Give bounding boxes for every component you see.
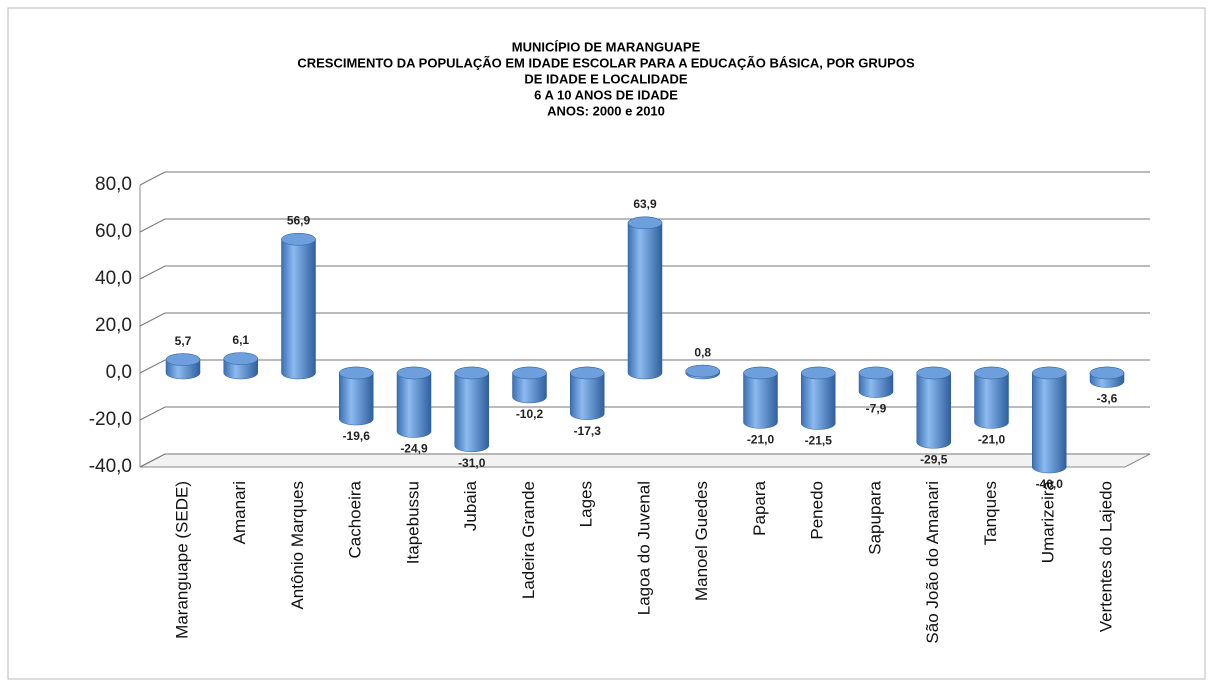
- y-tick-label: -40,0: [89, 456, 132, 477]
- value-label: 0,8: [694, 345, 711, 359]
- x-tick-label: Sapupara: [865, 480, 884, 554]
- bar-cap: [1089, 366, 1125, 380]
- grid-line: [139, 171, 1150, 186]
- value-label: -7,9: [866, 402, 887, 416]
- value-label: 63,9: [633, 197, 657, 211]
- value-label: -17,3: [574, 424, 602, 438]
- value-label: 6,1: [232, 333, 249, 347]
- y-tick-label: 40,0: [95, 268, 132, 289]
- value-label: 5,7: [175, 334, 192, 348]
- bar-cap: [454, 366, 489, 380]
- x-tick-label: Papara: [750, 480, 769, 535]
- x-tick-label: Manoel Guedes: [692, 481, 711, 601]
- value-label: -24,9: [400, 442, 428, 456]
- value-label: -31,0: [458, 456, 486, 470]
- value-label: -29,5: [920, 452, 948, 466]
- bar-cap: [165, 353, 201, 366]
- y-tick-label: 80,0: [95, 174, 132, 195]
- bar-cap: [858, 366, 894, 380]
- bar-cap: [396, 366, 432, 380]
- bar-cap: [801, 366, 836, 380]
- grid-line: [139, 453, 1150, 468]
- value-label: -10,2: [516, 407, 544, 421]
- x-tick-label: Antônio Marques: [288, 481, 307, 610]
- bar: [1032, 366, 1067, 474]
- bar-cap: [743, 366, 778, 380]
- value-label: -3,6: [1097, 392, 1118, 406]
- x-tick-label: Umarizeira: [1039, 480, 1058, 563]
- grid-line: [139, 265, 1150, 280]
- bar-cap: [916, 366, 951, 380]
- value-label: -21,0: [747, 433, 775, 447]
- frame: [7, 7, 1206, 680]
- bar-cap: [223, 352, 258, 365]
- x-tick-label: Maranguape (SEDE): [172, 481, 191, 639]
- bar-cap: [974, 366, 1009, 380]
- x-tick-label: São João do Amanari: [923, 481, 942, 644]
- y-tick-label: 20,0: [95, 315, 132, 336]
- bar-cap: [339, 366, 374, 380]
- value-label: -40,0: [1036, 477, 1064, 491]
- y-tick-label: -20,0: [89, 409, 132, 430]
- bar: [454, 366, 489, 453]
- chart-title: CRESCIMENTO DA POPULAÇÃO EM IDADE ESCOLA…: [297, 55, 915, 70]
- x-tick-label: Lages: [577, 481, 596, 527]
- bar-cap: [627, 216, 663, 230]
- x-tick-label: Vertentes do Lajedo: [1096, 481, 1115, 632]
- bar-cap: [570, 366, 605, 380]
- value-label: 56,9: [287, 213, 311, 227]
- x-tick-label: Itapebussu: [403, 481, 422, 564]
- bar-cap: [281, 233, 316, 246]
- value-label: -19,6: [343, 429, 371, 443]
- chart-title: 6 A 10 ANOS DE IDADE: [534, 87, 678, 102]
- x-tick-label: Cachoeira: [346, 480, 365, 558]
- x-tick-label: Lagoa do Juvenal: [634, 481, 653, 615]
- x-tick-label: Ladeira Grande: [519, 481, 538, 599]
- grid-line: [139, 312, 1150, 327]
- bar: [627, 216, 663, 380]
- bar: [281, 233, 316, 380]
- x-tick-label: Amanari: [230, 481, 249, 544]
- bar-cap: [512, 366, 547, 380]
- x-tick-label: Jubaia: [461, 480, 480, 531]
- x-tick-label: Tanques: [981, 481, 1000, 545]
- grid-line: [139, 218, 1150, 233]
- value-label: -21,5: [805, 434, 833, 448]
- grid-line: [139, 359, 1150, 374]
- value-label: -21,0: [978, 433, 1006, 447]
- chart-title: DE IDADE E LOCALIDADE: [524, 71, 688, 86]
- floor: [139, 453, 1151, 468]
- x-tick-label: Penedo: [808, 481, 827, 540]
- chart-title: ANOS: 2000 e 2010: [547, 103, 665, 118]
- y-tick-label: 60,0: [95, 221, 132, 242]
- y-tick-label: 0,0: [106, 362, 132, 383]
- bar-cap: [1032, 366, 1067, 380]
- chart-title: MUNICÍPIO DE MARANGUAPE: [512, 39, 701, 54]
- bar-cap: [685, 364, 720, 378]
